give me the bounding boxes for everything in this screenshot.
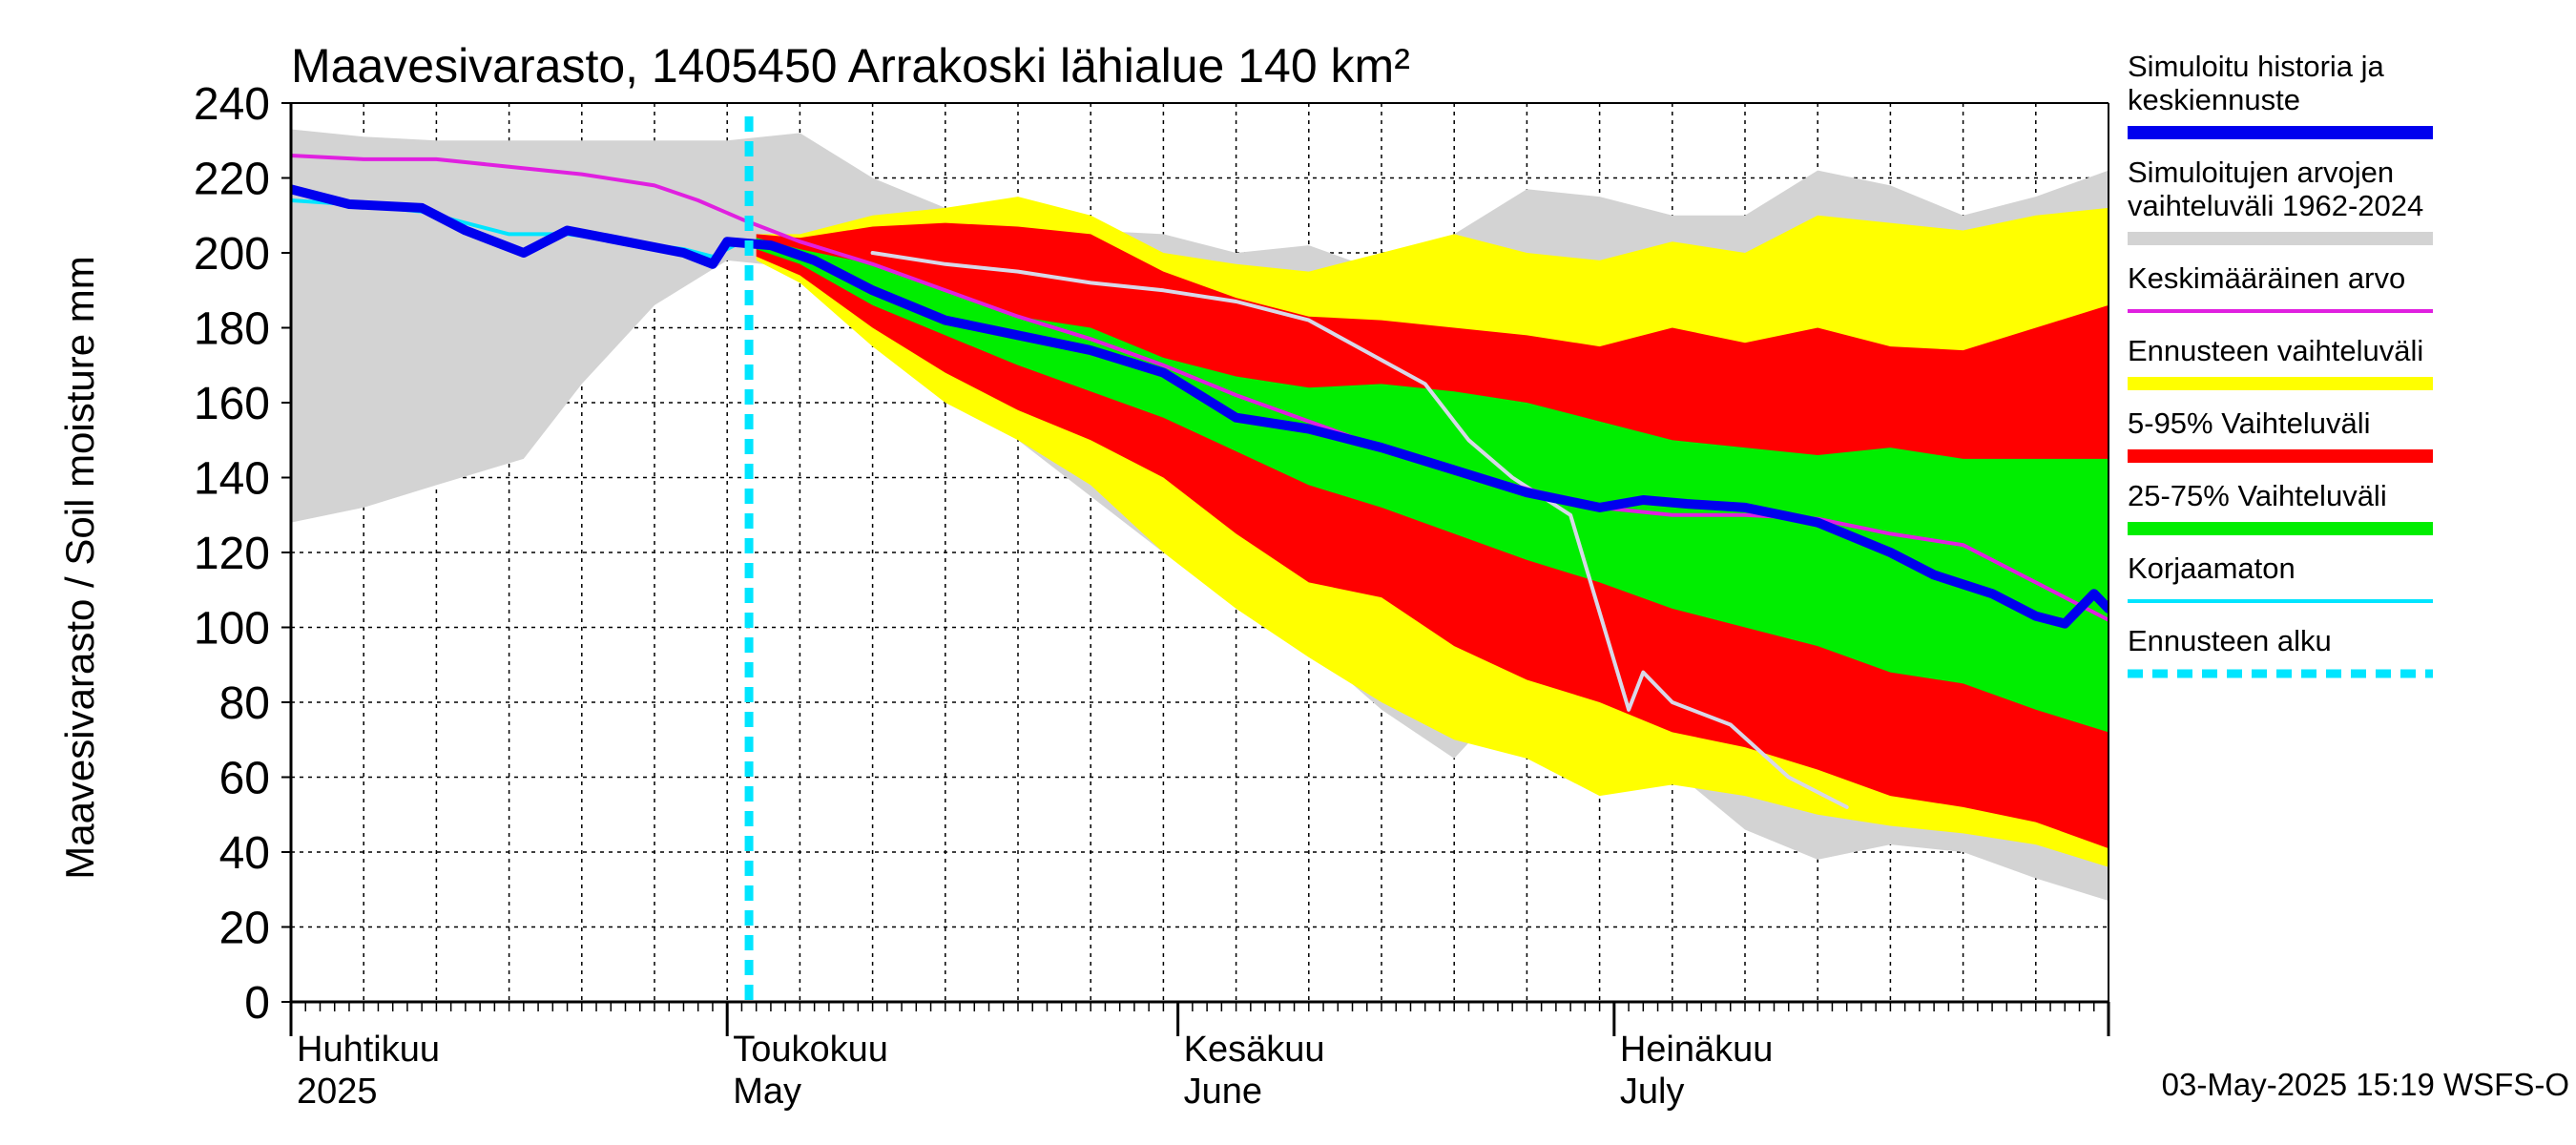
y-tick-label-60: 60 — [219, 754, 270, 804]
month-label-fi-3: Heinäkuu — [1620, 1030, 1774, 1070]
legend-label-6: Korjaamaton — [2128, 552, 2296, 585]
month-label-en-1: May — [733, 1072, 801, 1112]
month-label-en-0: 2025 — [297, 1072, 378, 1112]
y-tick-label-120: 120 — [194, 529, 270, 579]
month-label-fi-1: Toukokuu — [733, 1030, 888, 1070]
bands — [291, 129, 2109, 901]
band-3 — [756, 238, 2109, 733]
y-tick-label-160: 160 — [194, 379, 270, 429]
month-label-fi-0: Huhtikuu — [297, 1030, 440, 1070]
legend-label-4: 5-95% Vaihteluväli — [2128, 406, 2370, 440]
y-tick-label-80: 80 — [219, 678, 270, 729]
legend: Simuloitu historia ja keskiennuste Simuloi… — [2128, 50, 2433, 678]
y-tick-label-20: 20 — [219, 904, 270, 954]
legend-label-0: Simuloitu historia ja keskiennuste — [2128, 50, 2385, 116]
month-label-en-3: July — [1620, 1072, 1685, 1112]
y-tick-label-240: 240 — [194, 79, 270, 130]
series-line-0 — [870, 251, 1849, 809]
y-tick-label-200: 200 — [194, 229, 270, 280]
y-axis-label: Maavesivarasto / Soil moisture mm — [57, 256, 102, 880]
y-tick-label-40: 40 — [219, 828, 270, 879]
chart-title: Maavesivarasto, 1405450 Arrakoski lähial… — [291, 39, 1410, 93]
series-line-3 — [291, 184, 2109, 629]
y-tick-label-0: 0 — [244, 978, 270, 1029]
y-tick-label-140: 140 — [194, 454, 270, 505]
legend-label-1: Simuloitujen arvojen vaihteluväli 1962-20… — [2128, 156, 2423, 222]
timestamp: 03-May-2025 15:19 WSFS-O — [2162, 1067, 2569, 1102]
legend-label-5: 25-75% Vaihteluväli — [2128, 479, 2387, 512]
lines — [291, 116, 2109, 1002]
legend-label-7: Ennusteen alku — [2128, 624, 2332, 657]
month-label-fi-2: Kesäkuu — [1184, 1030, 1325, 1070]
month-label-en-2: June — [1184, 1072, 1262, 1112]
legend-label-2: Keskimääräinen arvo — [2128, 261, 2405, 295]
y-tick-label-180: 180 — [194, 304, 270, 355]
y-tick-label-100: 100 — [194, 604, 270, 655]
axes: 0 20 40 60 80 100 120 140 160 180 200 220 240 Huhtiku… — [194, 79, 2110, 1112]
y-tick-label-220: 220 — [194, 155, 270, 205]
legend-label-3: Ennusteen vaihteluväli — [2128, 334, 2423, 367]
